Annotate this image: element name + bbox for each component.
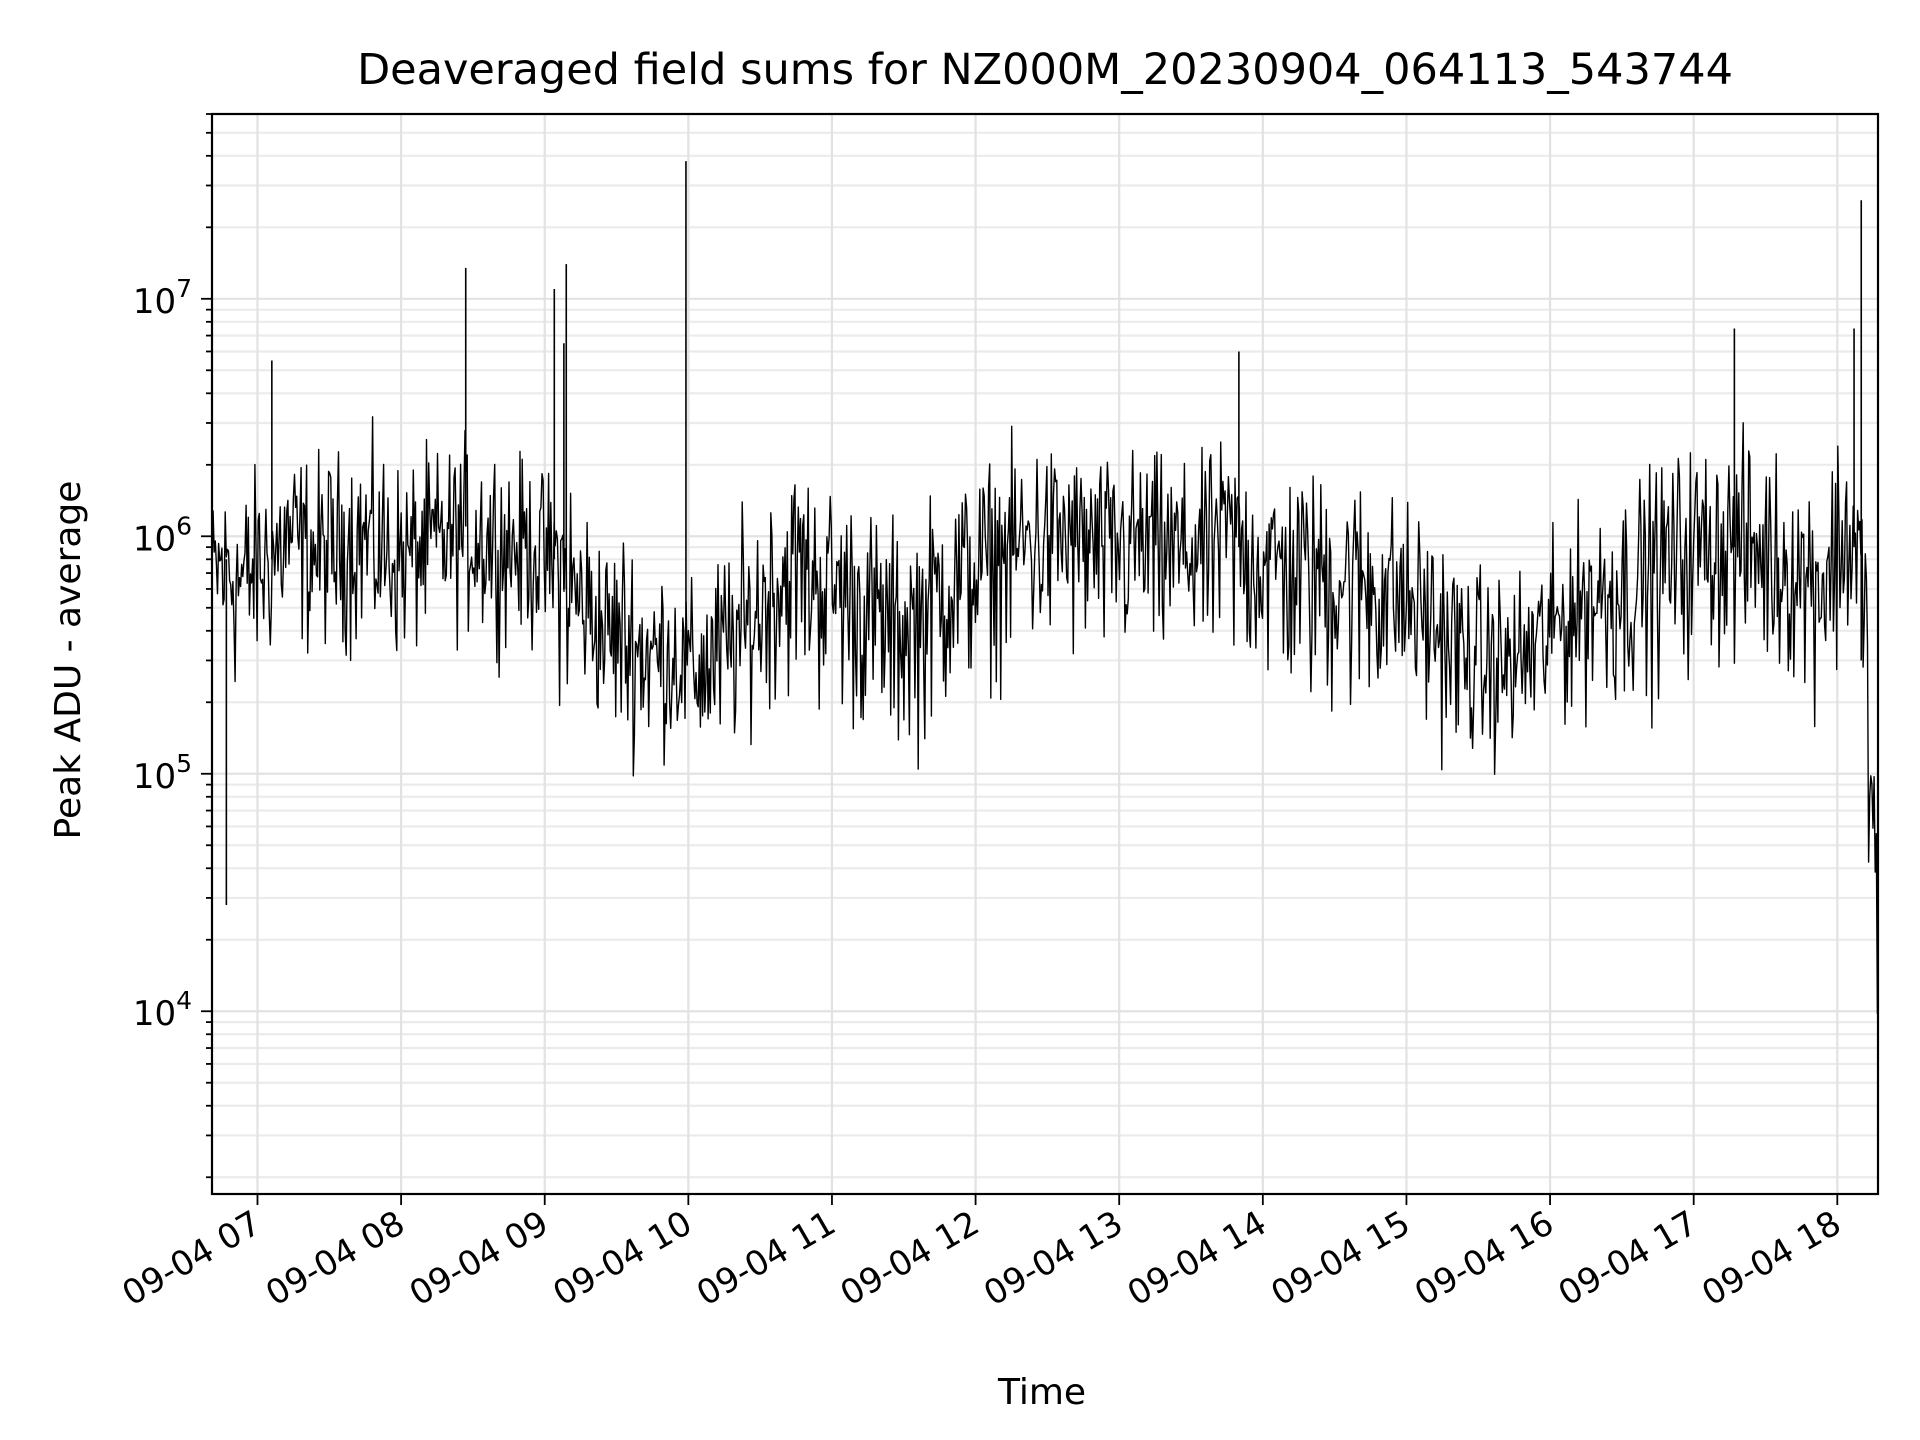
series-line bbox=[211, 416, 1879, 1015]
plot-frame bbox=[210, 112, 1880, 1196]
y-axis: 104 105 106 107 bbox=[133, 113, 212, 1179]
chart-title: Deaveraged field sums for NZ000M_2023090… bbox=[357, 45, 1733, 95]
y-tick-label: 106 bbox=[133, 511, 192, 559]
y-tick-label: 107 bbox=[133, 274, 192, 322]
grid bbox=[212, 112, 1878, 1194]
x-axis-label: Time bbox=[997, 1372, 1086, 1413]
series-layer bbox=[211, 161, 1879, 1015]
y-tick-label: 104 bbox=[133, 986, 192, 1034]
y-axis-label: Peak ADU - average bbox=[48, 481, 89, 840]
y-tick-label: 105 bbox=[133, 749, 192, 797]
